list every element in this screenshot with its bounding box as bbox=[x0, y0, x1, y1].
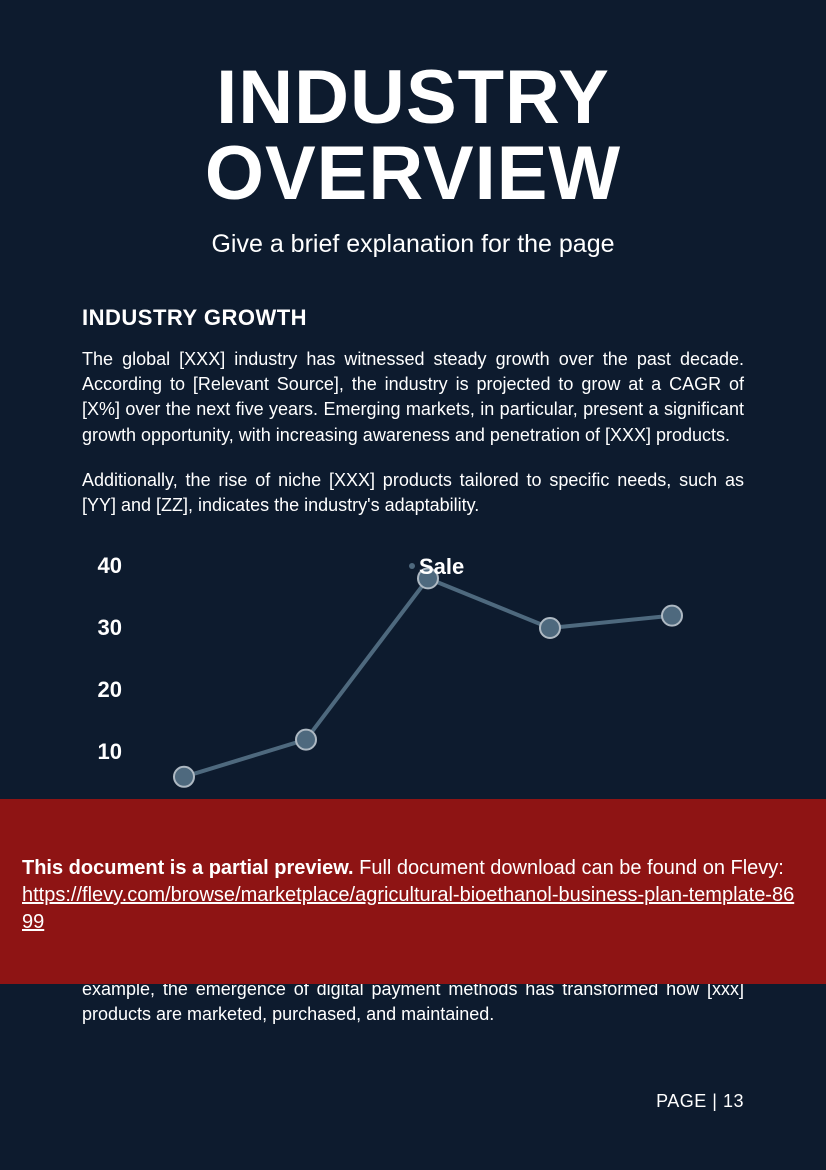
growth-heading: INDUSTRY GROWTH bbox=[82, 305, 744, 331]
page-number: PAGE | 13 bbox=[656, 1091, 744, 1112]
banner-link[interactable]: https://flevy.com/browse/marketplace/agr… bbox=[22, 884, 794, 933]
y-axis-tick: 40 bbox=[82, 553, 122, 579]
banner-bold-text: This document is a partial preview. bbox=[22, 857, 354, 879]
chart-marker bbox=[540, 618, 560, 638]
growth-para-2: Additionally, the rise of niche [XXX] pr… bbox=[82, 468, 744, 518]
chart-svg bbox=[82, 546, 762, 824]
chart-marker bbox=[662, 606, 682, 626]
chart-line bbox=[184, 579, 672, 777]
y-axis-tick: 10 bbox=[82, 739, 122, 765]
banner-rest-text: Full document download can be found on F… bbox=[354, 857, 784, 879]
page-title: INDUSTRY OVERVIEW bbox=[0, 0, 826, 212]
growth-para-1: The global [XXX] industry has witnessed … bbox=[82, 347, 744, 448]
y-axis-tick: 20 bbox=[82, 677, 122, 703]
y-axis-tick: 30 bbox=[82, 615, 122, 641]
chart-marker bbox=[296, 730, 316, 750]
preview-banner: This document is a partial preview. Full… bbox=[0, 799, 826, 984]
legend-label: Sale bbox=[419, 554, 464, 580]
chart-marker bbox=[174, 767, 194, 787]
page-subtitle: Give a brief explanation for the page bbox=[0, 230, 826, 259]
